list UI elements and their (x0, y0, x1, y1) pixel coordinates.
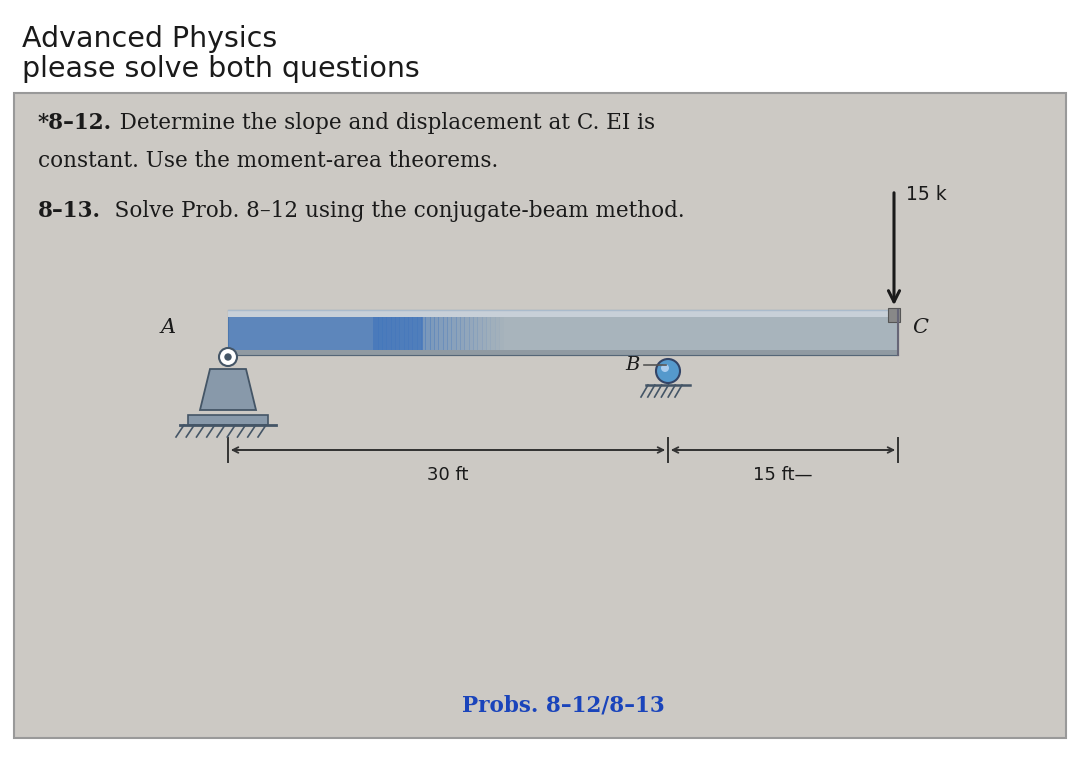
Bar (434, 317, 440, 350)
Bar (382, 317, 388, 350)
Bar (228, 310, 897, 355)
Circle shape (661, 364, 669, 372)
Bar (469, 317, 474, 350)
Text: Determine the slope and displacement at C. EI is: Determine the slope and displacement at … (106, 112, 656, 134)
Bar (374, 317, 378, 350)
Bar (888, 308, 900, 322)
Circle shape (656, 359, 680, 383)
Text: A: A (161, 318, 176, 337)
Bar (387, 317, 392, 350)
Bar (391, 317, 396, 350)
Bar (430, 317, 435, 350)
Bar (477, 317, 483, 350)
Bar (188, 415, 268, 425)
Bar (490, 317, 496, 350)
Bar (486, 317, 491, 350)
Text: *8–12.: *8–12. (38, 112, 112, 134)
Bar (408, 317, 414, 350)
Bar (443, 317, 448, 350)
Text: Probs. 8–12/8–13: Probs. 8–12/8–13 (461, 694, 664, 716)
Bar (482, 317, 487, 350)
Text: Solve Prob. 8–12 using the conjugate-beam method.: Solve Prob. 8–12 using the conjugate-bea… (94, 200, 685, 222)
Text: 30 ft: 30 ft (428, 466, 469, 484)
Circle shape (219, 348, 237, 366)
Circle shape (225, 354, 231, 360)
Bar (421, 317, 427, 350)
Polygon shape (200, 369, 256, 410)
Text: 15 k: 15 k (906, 185, 947, 204)
Bar (447, 317, 453, 350)
Text: Advanced Physics: Advanced Physics (22, 25, 278, 53)
Bar (460, 317, 465, 350)
Bar (228, 310, 897, 317)
Text: constant. Use the moment-area theorems.: constant. Use the moment-area theorems. (38, 150, 498, 172)
Bar (400, 317, 405, 350)
Bar (228, 317, 423, 350)
Bar (228, 350, 897, 355)
Text: please solve both questions: please solve both questions (22, 55, 420, 83)
Bar (499, 317, 504, 350)
Bar (395, 317, 401, 350)
FancyBboxPatch shape (14, 93, 1066, 738)
Bar (378, 317, 383, 350)
Text: C: C (912, 318, 928, 337)
Bar (438, 317, 444, 350)
Bar (413, 317, 418, 350)
Text: 15 ft—: 15 ft— (753, 466, 813, 484)
Bar (456, 317, 461, 350)
Bar (451, 317, 457, 350)
Bar (495, 317, 500, 350)
Text: B: B (625, 356, 640, 374)
Bar (464, 317, 470, 350)
Bar (404, 317, 409, 350)
Bar (417, 317, 422, 350)
Bar (473, 317, 478, 350)
Text: 8–13.: 8–13. (38, 200, 102, 222)
Bar (426, 317, 431, 350)
